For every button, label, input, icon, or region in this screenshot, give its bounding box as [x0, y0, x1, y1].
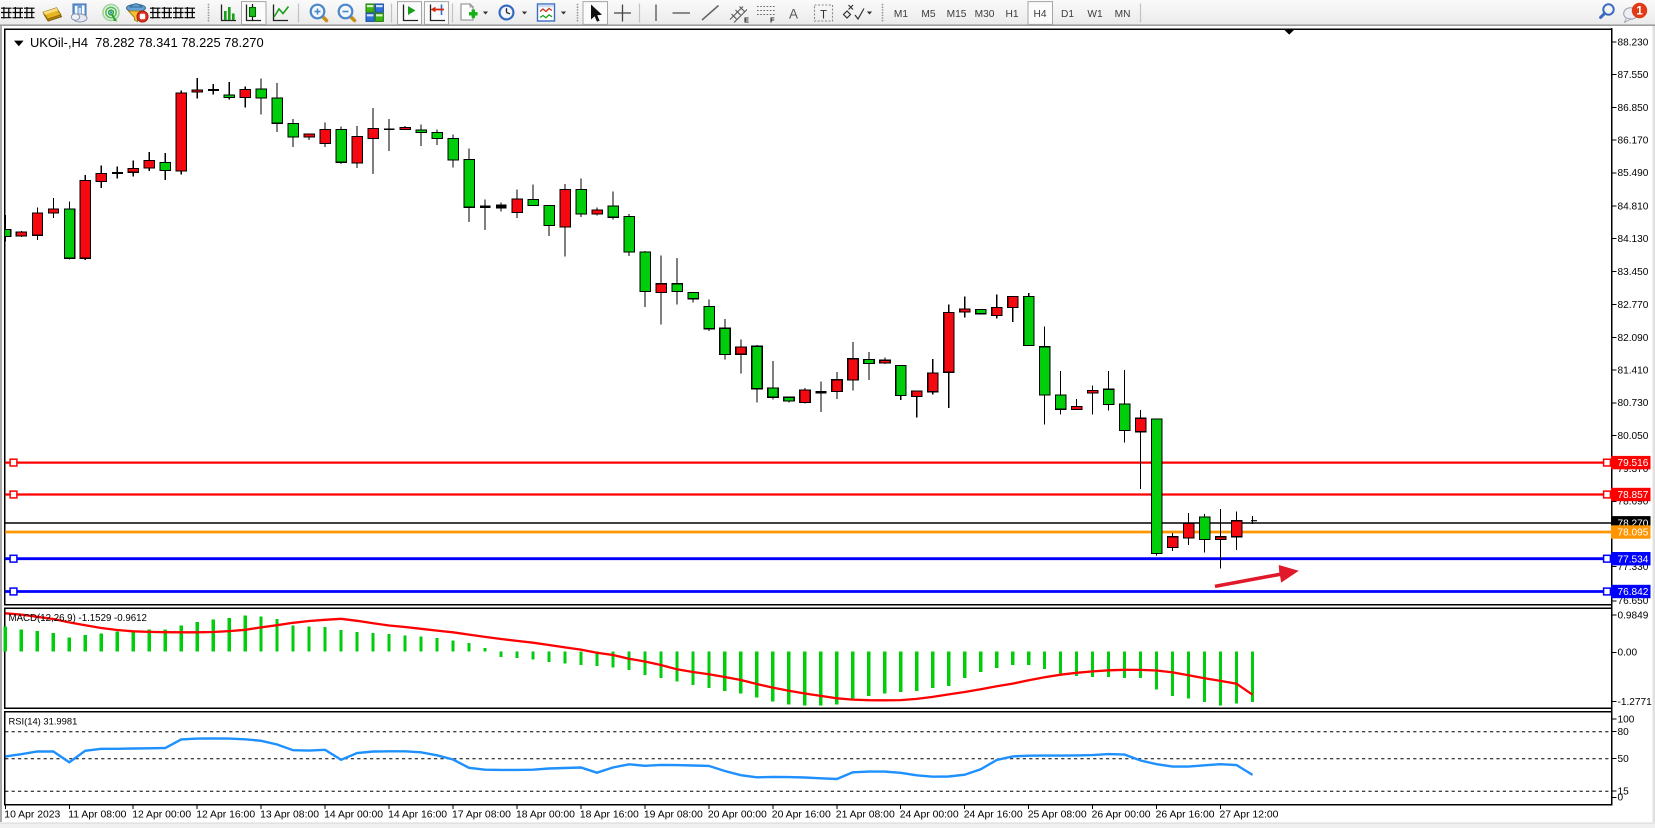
svg-text:RSI(14) 31.9981: RSI(14) 31.9981	[9, 716, 78, 727]
svg-text:UKOil-,H4 78.282 78.341 78.22: UKOil-,H4 78.282 78.341 78.225 78.270	[30, 35, 264, 50]
svg-text:79.516: 79.516	[1618, 458, 1649, 469]
svg-text:83.450: 83.450	[1618, 267, 1649, 278]
svg-text:M5: M5	[921, 9, 935, 20]
svg-text:MACD(12,26,9) -1.1529 -0.9612: MACD(12,26,9) -1.1529 -0.9612	[9, 613, 147, 624]
svg-text:27 Apr 12:00: 27 Apr 12:00	[1220, 810, 1279, 821]
svg-text:0.00: 0.00	[1618, 648, 1638, 659]
svg-text:18 Apr 00:00: 18 Apr 00:00	[516, 810, 575, 821]
svg-text:86.850: 86.850	[1618, 103, 1649, 114]
svg-text:F: F	[770, 16, 775, 25]
svg-text:13 Apr 08:00: 13 Apr 08:00	[260, 810, 319, 821]
svg-text:12 Apr 16:00: 12 Apr 16:00	[196, 810, 255, 821]
svg-text:77.330: 77.330	[1618, 562, 1649, 573]
svg-text:E: E	[744, 16, 749, 25]
svg-text:18 Apr 16:00: 18 Apr 16:00	[580, 810, 639, 821]
svg-text:82.090: 82.090	[1618, 333, 1649, 344]
svg-text:H4: H4	[1033, 9, 1046, 20]
svg-text:15: 15	[1618, 787, 1630, 798]
svg-text:11 Apr 08:00: 11 Apr 08:00	[68, 810, 126, 821]
svg-text:77.534: 77.534	[1618, 554, 1649, 565]
svg-text:78.270: 78.270	[1618, 518, 1649, 529]
svg-text:81.410: 81.410	[1618, 366, 1649, 377]
svg-text:84.130: 84.130	[1618, 234, 1649, 245]
svg-text:W1: W1	[1087, 9, 1103, 20]
svg-text:M1: M1	[894, 9, 908, 20]
svg-text:78.857: 78.857	[1618, 490, 1649, 501]
svg-text:14 Apr 00:00: 14 Apr 00:00	[324, 810, 383, 821]
svg-text:80: 80	[1618, 727, 1630, 738]
svg-text:14 Apr 16:00: 14 Apr 16:00	[388, 810, 447, 821]
svg-text:21 Apr 08:00: 21 Apr 08:00	[836, 810, 895, 821]
svg-text:76.842: 76.842	[1618, 587, 1649, 598]
svg-text:50: 50	[1618, 754, 1630, 765]
svg-text:0: 0	[1618, 793, 1624, 804]
svg-text:D1: D1	[1061, 9, 1074, 20]
svg-text:78.095: 78.095	[1618, 528, 1649, 539]
svg-text:20 Apr 00:00: 20 Apr 00:00	[708, 810, 767, 821]
svg-text:80.050: 80.050	[1618, 431, 1649, 442]
svg-text:0.9849: 0.9849	[1618, 610, 1649, 621]
svg-text:24 Apr 00:00: 24 Apr 00:00	[900, 810, 959, 821]
svg-text:-1.2771: -1.2771	[1618, 697, 1653, 708]
svg-text:80.730: 80.730	[1618, 398, 1649, 409]
svg-text:79.370: 79.370	[1618, 464, 1649, 475]
svg-text:19 Apr 08:00: 19 Apr 08:00	[644, 810, 703, 821]
svg-text:17 Apr 08:00: 17 Apr 08:00	[452, 810, 511, 821]
svg-text:T: T	[820, 9, 827, 21]
svg-text:76.650: 76.650	[1618, 596, 1649, 607]
svg-text:87.550: 87.550	[1618, 70, 1649, 81]
svg-text:88.230: 88.230	[1618, 37, 1649, 48]
svg-text:84.810: 84.810	[1618, 201, 1649, 212]
svg-text:25 Apr 08:00: 25 Apr 08:00	[1028, 810, 1087, 821]
svg-text:26 Apr 00:00: 26 Apr 00:00	[1092, 810, 1151, 821]
svg-text:20 Apr 16:00: 20 Apr 16:00	[772, 810, 831, 821]
svg-text:100: 100	[1618, 714, 1635, 725]
svg-text:M30: M30	[975, 9, 995, 20]
svg-text:24 Apr 16:00: 24 Apr 16:00	[964, 810, 1023, 821]
svg-text:MN: MN	[1115, 9, 1131, 20]
svg-text:26 Apr 16:00: 26 Apr 16:00	[1156, 810, 1215, 821]
svg-text:1: 1	[1636, 4, 1643, 18]
svg-text:82.770: 82.770	[1618, 300, 1649, 311]
svg-text:12 Apr 00:00: 12 Apr 00:00	[132, 810, 191, 821]
svg-text:H1: H1	[1005, 9, 1018, 20]
svg-text:86.170: 86.170	[1618, 136, 1649, 147]
svg-text:10 Apr 2023: 10 Apr 2023	[4, 810, 60, 821]
svg-text:78.690: 78.690	[1618, 497, 1649, 508]
svg-text:85.490: 85.490	[1618, 168, 1649, 179]
svg-text:M15: M15	[947, 9, 967, 20]
svg-text:A: A	[789, 7, 798, 22]
